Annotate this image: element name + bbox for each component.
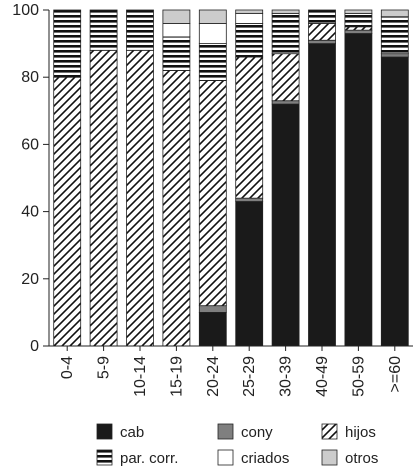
legend-label: hijos (345, 424, 376, 441)
bar-group-10-14 (126, 9, 154, 347)
bar-segment-par-corr-0-4 (53, 9, 82, 78)
bar-segment-hijos-15-19 (162, 70, 191, 347)
bar-group-5-9 (89, 9, 118, 347)
bar-segment-otros-50-59 (344, 9, 373, 14)
legend: cab cony hijos par. corr. criados otros (96, 423, 378, 467)
bar-segment-otros-20-24 (198, 9, 227, 24)
x-tick-label: 10-14 (132, 356, 149, 397)
bar-segment-cab-60 (380, 56, 409, 347)
legend-swatch (321, 449, 338, 466)
y-tick-label: 80 (21, 69, 39, 86)
bar-segment-par-corr-25-29 (235, 23, 264, 58)
legend-swatch (96, 423, 113, 440)
legend-item-cony: cony (217, 423, 273, 441)
bar-segment-par-corr-40-49 (308, 9, 336, 24)
bar-segment-par-corr-10-14 (126, 9, 154, 51)
bar-segment-par-corr-30-39 (271, 12, 300, 55)
bar-segment-otros-30-39 (271, 9, 300, 14)
x-tick-label: 25-29 (241, 356, 258, 397)
y-tick-label: 0 (30, 338, 39, 355)
bar-segment-cab-40-49 (308, 43, 336, 347)
bar-segment-par-corr-5-9 (89, 9, 118, 51)
legend-swatch (217, 449, 234, 466)
y-tick-label: 60 (21, 136, 39, 153)
bar-segment-hijos-0-4 (53, 76, 82, 347)
bar-segment-par-corr-50-59 (344, 12, 373, 28)
y-tick-label: 40 (21, 204, 39, 221)
x-tick-label: 0-4 (59, 356, 76, 379)
bar-segment-otros-25-29 (235, 9, 264, 14)
plot-area (53, 9, 409, 347)
bar-segment-hijos-5-9 (89, 49, 118, 347)
bar-group-30-39 (271, 9, 300, 347)
legend-item-cab: cab (96, 423, 144, 441)
y-tick-label: 100 (12, 2, 39, 19)
x-tick-label: 40-49 (314, 356, 331, 397)
y-axis: 0 20 40 60 80 100 (12, 2, 50, 355)
bar-segment-criados-25-29 (235, 12, 264, 24)
bar-segment-par-corr-20-24 (198, 43, 227, 81)
bar-group-20-24 (198, 9, 227, 347)
bar-segment-otros-60 (380, 9, 409, 18)
bar-group-25-29 (235, 9, 264, 347)
bar-segment-hijos-25-29 (235, 56, 264, 199)
legend-item-otros: otros (321, 449, 378, 467)
bar-group-0-4 (53, 9, 82, 347)
bar-segment-cony-30-39 (271, 100, 300, 105)
x-tick-label: 20-24 (205, 356, 222, 397)
x-tick-label: 15-19 (168, 356, 185, 397)
bar-group-15-19 (162, 9, 191, 347)
bar-segment-cony-50-59 (344, 29, 373, 34)
legend-label: otros (345, 450, 378, 467)
x-tick-label: >=60 (387, 356, 404, 393)
bar-group-60 (380, 9, 409, 347)
x-tick-label: 50-59 (350, 356, 367, 397)
legend-label: criados (241, 450, 289, 467)
legend-label: cony (241, 424, 273, 441)
bar-segment-cab-50-59 (344, 33, 373, 347)
bar-segment-cab-30-39 (271, 103, 300, 347)
bar-segment-cab-20-24 (198, 311, 227, 347)
bar-segment-cony-25-29 (235, 197, 264, 202)
legend-label: cab (120, 424, 144, 441)
x-tick-label: 5-9 (96, 356, 113, 379)
bar-segment-cony-20-24 (198, 305, 227, 313)
bar-segment-criados-20-24 (198, 23, 227, 45)
legend-item-par-corr: par. corr. (96, 449, 178, 467)
bar-segment-par-corr-15-19 (162, 36, 191, 71)
bar-group-40-49 (308, 9, 336, 347)
legend-item-hijos: hijos (321, 423, 376, 441)
bar-segment-hijos-40-49 (308, 23, 336, 41)
bar-segment-otros-15-19 (162, 9, 191, 24)
legend-swatch (321, 423, 338, 440)
legend-swatch (217, 423, 234, 440)
y-tick-label: 20 (21, 271, 39, 288)
legend-item-criados: criados (217, 449, 289, 467)
bar-segment-hijos-50-59 (344, 26, 373, 31)
legend-label: par. corr. (120, 450, 178, 467)
x-tick-label: 30-39 (278, 356, 295, 397)
bar-segment-criados-15-19 (162, 23, 191, 38)
bar-segment-hijos-20-24 (198, 80, 227, 307)
bar-segment-par-corr-60 (380, 16, 409, 55)
bar-segment-hijos-10-14 (126, 49, 154, 347)
bar-segment-cony-60 (380, 53, 409, 58)
bar-segment-cab-25-29 (235, 201, 264, 347)
bar-segment-hijos-30-39 (271, 53, 300, 102)
bar-group-50-59 (344, 9, 373, 347)
bar-segment-cony-40-49 (308, 39, 336, 45)
x-axis: 0-4 5-9 10-14 15-19 20-24 25-29 30-39 40-49 50-5… (49, 345, 413, 397)
legend-swatch (96, 449, 113, 466)
